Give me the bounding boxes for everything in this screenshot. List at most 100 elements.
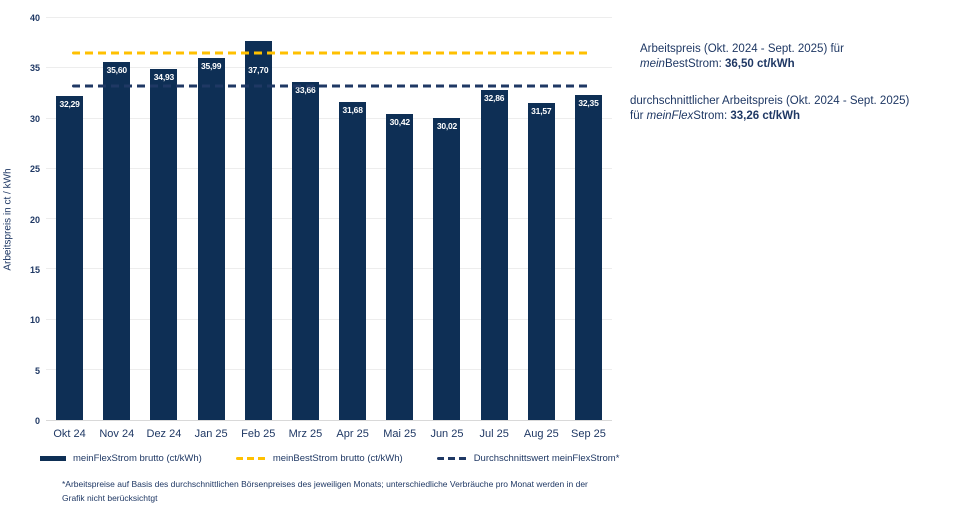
legend-label: meinFlexStrom brutto (ct/kWh): [73, 453, 202, 464]
gridline: [46, 218, 612, 219]
y-tick-label: 40: [29, 13, 40, 23]
bar-column: 33,66: [282, 18, 329, 420]
plot-area: 32,29 35,60 34,93 35,99 37,70 33,66 31,68 30,42…: [46, 17, 612, 421]
annotations: Arbeitspreis (Okt. 2024 - Sept. 2025) fü…: [630, 42, 976, 124]
legend-label: Durchschnittswert meinFlexStrom*: [473, 453, 620, 464]
bar-value-label: 32,29: [59, 98, 80, 109]
bar-value-label: 30,42: [389, 117, 410, 128]
gridline: [46, 117, 612, 119]
bar-value-label: 33,66: [295, 84, 316, 95]
bar-column: 32,86: [471, 18, 518, 420]
footnote-line-1: *Arbeitspreise auf Basis des durchschnit…: [62, 479, 588, 489]
y-tick-label: 0: [34, 416, 40, 426]
x-tick-label: Jul 25: [479, 428, 509, 440]
bar-column: 37,70: [235, 18, 282, 420]
x-tick-label: Okt 24: [53, 428, 86, 440]
legend-swatch-dash-icon: [436, 457, 467, 460]
bar: 30,02: [433, 118, 461, 420]
x-tick-label: Mai 25: [383, 428, 417, 440]
bar-column: 30,42: [376, 18, 423, 420]
x-tick-label: Aug 25: [523, 428, 559, 440]
bar-column: 31,68: [329, 18, 376, 420]
bar: 32,86: [480, 89, 508, 420]
bar-column: 35,99: [188, 18, 235, 420]
bar: 34,93: [150, 68, 178, 420]
gridline: [46, 318, 612, 320]
legend-item: meinBestStrom brutto (ct/kWh): [235, 453, 403, 464]
x-tick-label: Feb 25: [241, 428, 276, 440]
bar-column: 31,57: [518, 18, 565, 420]
bar-value-label: 35,99: [200, 61, 222, 72]
legend: meinFlexStrom brutto (ct/kWh) meinBestStr…: [40, 453, 619, 464]
bar-value-label: 35,60: [106, 65, 127, 76]
annotation-block: Arbeitspreis (Okt. 2024 - Sept. 2025) fü…: [640, 42, 976, 72]
y-tick-label: 20: [29, 214, 40, 225]
bar: 32,29: [56, 95, 84, 420]
annotation-text: Arbeitspreis (Okt. 2024 - Sept. 2025) fü…: [640, 43, 844, 55]
x-axis-labels: Okt 24 Nov 24 Dez 24 Jan 25 Feb 25 Mrz 25 Apr …: [46, 428, 612, 440]
y-tick-label: 15: [29, 264, 40, 275]
x-tick-label: Dez 24: [146, 428, 182, 440]
footnote: *Arbeitspreise auf Basis des durchschnit…: [62, 477, 588, 505]
x-tick-label: Jan 25: [194, 428, 228, 440]
annotation-text: 36,50 ct/kWh: [725, 58, 795, 70]
reference-line: [72, 84, 588, 88]
annotation-text: BestStrom:: [664, 58, 726, 70]
annotation-text: durchschnittlicher Arbeitspreis (Okt. 20…: [630, 95, 910, 107]
y-tick-label: 30: [29, 113, 40, 124]
gridline: [46, 67, 612, 69]
x-tick-label: Jun 25: [430, 428, 464, 440]
y-tick-label: 10: [29, 315, 40, 326]
bar: 30,42: [386, 114, 414, 420]
bar: 31,57: [527, 102, 555, 420]
bar-column: 32,29: [46, 18, 93, 420]
legend-swatch-bar-icon: [40, 456, 66, 461]
bar: 35,99: [197, 58, 225, 420]
bar: 31,68: [339, 101, 367, 420]
gridline: [46, 17, 612, 18]
y-tick-label: 35: [29, 63, 40, 74]
bar-value-label: 31,68: [342, 104, 363, 115]
bar: 37,70: [244, 41, 272, 420]
annotation-text: 33,26 ct/kWh: [730, 110, 801, 122]
legend-swatch-dash-icon: [235, 457, 266, 460]
x-tick-label: Sep 25: [571, 428, 606, 440]
annotation-text: für: [630, 110, 647, 122]
x-tick-label: Apr 25: [336, 428, 369, 440]
gridline: [46, 167, 612, 169]
x-tick-label: Mrz 25: [288, 428, 323, 440]
x-tick-label: Nov 24: [99, 428, 135, 440]
bar-column: 32,35: [565, 18, 612, 420]
legend-item: meinFlexStrom brutto (ct/kWh): [40, 453, 202, 464]
y-tick-label: 5: [34, 365, 40, 376]
bar-column: 35,60: [93, 18, 140, 420]
legend-item: Durchschnittswert meinFlexStrom*: [436, 453, 620, 464]
annotation-line: durchschnittlicher Arbeitspreis (Okt. 20…: [630, 94, 976, 109]
annotation-text: Strom:: [693, 110, 731, 122]
bar-value-label: 32,35: [578, 97, 599, 108]
footnote-line-2: Grafik nicht berücksichtgt: [62, 493, 158, 503]
bar-column: 34,93: [140, 18, 187, 420]
bar: 35,60: [103, 62, 131, 420]
annotation-line: Arbeitspreis (Okt. 2024 - Sept. 2025) fü…: [640, 42, 976, 57]
bar-value-label: 31,57: [531, 105, 552, 116]
annotation-block: durchschnittlicher Arbeitspreis (Okt. 20…: [630, 94, 976, 124]
reference-line: [72, 51, 588, 55]
y-tick-label: 25: [29, 164, 40, 175]
bar-value-label: 32,86: [483, 92, 505, 103]
bar: 32,35: [574, 94, 602, 420]
y-axis-ticks: 0 5 10 15 20 25 30 35 40: [14, 13, 42, 426]
bar-value-label: 37,70: [248, 65, 269, 76]
bar-value-label: 34,93: [153, 71, 175, 82]
gridline: [46, 268, 612, 270]
bar: 33,66: [291, 81, 319, 420]
bar-column: 30,02: [423, 18, 470, 420]
annotation-text: meinFlex: [646, 110, 694, 122]
legend-label: meinBestStrom brutto (ct/kWh): [272, 453, 403, 464]
bars: 32,29 35,60 34,93 35,99 37,70 33,66 31,68 30,42…: [46, 18, 612, 420]
annotation-line: meinBestStrom: 36,50 ct/kWh: [640, 57, 976, 72]
bar-value-label: 30,02: [436, 121, 458, 132]
gridline: [46, 368, 612, 370]
annotation-line: für meinFlexStrom: 33,26 ct/kWh: [630, 109, 976, 124]
